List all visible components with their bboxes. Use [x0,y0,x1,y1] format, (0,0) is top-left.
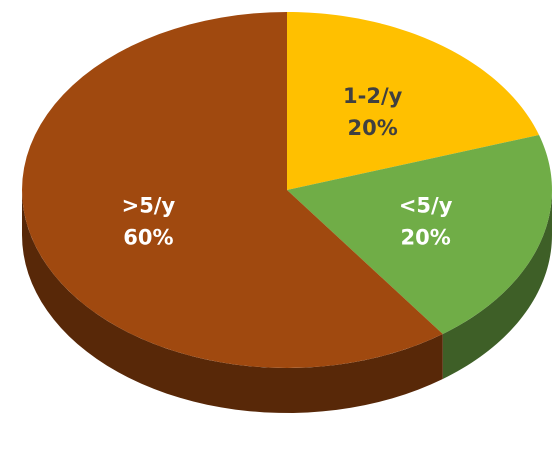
pie-labels: 1-2/y 20% <5/y 20% >5/y 60% [122,84,453,249]
slice-label: <5/y [399,193,453,217]
slice-label: 1-2/y [343,84,403,108]
pie-sides [22,190,552,413]
slice-label: >5/y [122,193,176,217]
pie-slice [287,12,540,190]
pie-side [442,190,552,380]
pie-side [22,190,443,413]
slice-value-label: 20% [348,116,398,140]
slice-value-label: 60% [123,225,173,249]
pie-slice [22,12,443,368]
pie-slice [287,134,552,335]
slice-value-label: 20% [400,225,450,249]
pie-tops [22,12,552,368]
